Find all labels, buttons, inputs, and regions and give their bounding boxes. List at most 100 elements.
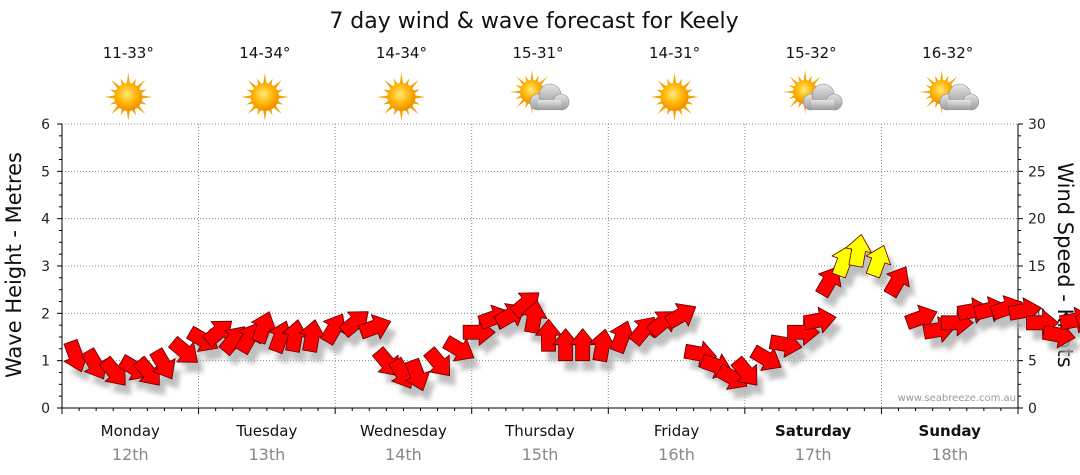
sun-ray — [111, 80, 121, 90]
sun-ray — [263, 109, 267, 121]
sun-ray — [516, 98, 526, 108]
sun-ray — [783, 90, 795, 94]
sun-ray — [940, 70, 944, 82]
sun-ray — [657, 104, 667, 114]
wind-arrow — [749, 344, 782, 371]
day-name-label: Saturday — [775, 422, 852, 440]
left-tick-label: 0 — [41, 401, 50, 417]
day-date-label: 15th — [522, 445, 559, 464]
partly-cloudy-icon — [510, 70, 570, 114]
left-tick-label: 3 — [41, 259, 50, 275]
sun-icon — [240, 73, 289, 121]
sun-ray — [409, 80, 419, 90]
wind-arrow — [81, 347, 108, 380]
day-date-label: 13th — [248, 445, 285, 464]
wind-arrow-shadow — [670, 313, 702, 339]
day-name-label: Monday — [101, 422, 160, 440]
sun-disc — [250, 83, 279, 111]
day-date-label: 14th — [385, 445, 422, 464]
wind-arrow — [251, 311, 277, 345]
right-tick-label: 0 — [1028, 401, 1037, 417]
wind-arrow — [282, 319, 309, 353]
sun-icon — [650, 73, 699, 121]
weather-icons — [104, 70, 980, 121]
wind-arrow — [609, 320, 635, 354]
sun-ray — [672, 109, 677, 121]
sun-ray — [399, 73, 404, 85]
right-tick-label: 5 — [1028, 354, 1037, 370]
sun-ray — [530, 70, 534, 82]
cloud-icon — [802, 83, 843, 111]
sun-ray — [384, 80, 394, 90]
wind-arrow — [423, 346, 451, 377]
wind-arrow — [442, 335, 475, 362]
temperature-label: 16-32° — [922, 44, 973, 62]
sun-ray — [657, 80, 667, 90]
sun-ray — [516, 76, 526, 86]
sun-ray — [926, 98, 936, 108]
wind-arrow — [404, 357, 431, 392]
sun-disc — [114, 83, 143, 111]
left-axis-ticks: 0 1 2 3 4 5 6 — [41, 117, 50, 417]
chart-title: 7 day wind & wave forecast for Keely — [329, 9, 738, 34]
left-tick-label: 4 — [41, 212, 50, 228]
partly-cloudy-icon — [919, 70, 980, 114]
sun-ray — [277, 95, 289, 99]
wind-arrow — [664, 303, 697, 330]
sun-ray — [126, 73, 130, 85]
wind-arrow — [168, 335, 198, 363]
sun-ray — [650, 95, 662, 99]
left-tick-label: 6 — [41, 117, 50, 133]
cloud-base — [811, 100, 835, 110]
wind-arrow — [883, 266, 910, 299]
sun-ray — [272, 80, 282, 90]
sun-ray — [682, 80, 692, 90]
sun-ray — [510, 90, 522, 94]
right-tick-label: 25 — [1028, 164, 1046, 180]
wind-arrow — [589, 328, 616, 363]
sun-ray — [384, 104, 394, 114]
cloud-base — [538, 100, 561, 110]
wind-arrows — [63, 234, 1080, 392]
day-name-label: Friday — [654, 422, 700, 440]
sun-ray — [789, 76, 799, 86]
sun-ray — [538, 76, 548, 86]
sun-ray — [263, 73, 267, 85]
sun-ray — [803, 70, 807, 82]
wind-arrow — [802, 306, 837, 334]
left-axis-title: Wave Height - Metres — [2, 152, 26, 378]
wind-arrow — [552, 328, 580, 362]
cloud-icon — [939, 83, 980, 111]
sun-ray — [141, 95, 153, 99]
day-name-label: Tuesday — [235, 422, 297, 440]
sun-icon — [104, 73, 153, 121]
sun-ray — [272, 104, 282, 114]
left-tick-label: 5 — [41, 164, 50, 180]
right-tick-label: 15 — [1028, 259, 1046, 275]
day-labels: Monday 12th Tuesday 13th Wednesday 14th Thursd… — [101, 422, 981, 464]
wind-arrow — [149, 347, 176, 380]
temperature-label: 15-31° — [512, 44, 563, 62]
wind-arrow — [1059, 306, 1080, 334]
day-date-label: 17th — [795, 445, 832, 464]
temperature-label: 14-31° — [649, 44, 700, 62]
temperature-label: 15-32° — [786, 44, 837, 62]
temperature-label: 14-34° — [376, 44, 427, 62]
left-tick-label: 1 — [41, 354, 50, 370]
sun-ray — [136, 104, 146, 114]
sun-ray — [789, 98, 799, 108]
wind-arrow — [730, 355, 758, 386]
sun-ray — [948, 76, 958, 86]
day-name-label: Wednesday — [360, 422, 447, 440]
temperature-label: 11-33° — [103, 44, 154, 62]
sun-ray — [104, 95, 116, 99]
wind-arrow — [845, 234, 872, 268]
cloud-base — [947, 100, 971, 110]
wind-arrow — [904, 304, 938, 330]
sun-ray — [811, 76, 821, 86]
sun-ray — [414, 95, 426, 99]
temperature-label: 14-34° — [239, 44, 290, 62]
day-date-label: 18th — [931, 445, 968, 464]
sun-ray — [409, 104, 419, 114]
axes — [57, 123, 1023, 414]
